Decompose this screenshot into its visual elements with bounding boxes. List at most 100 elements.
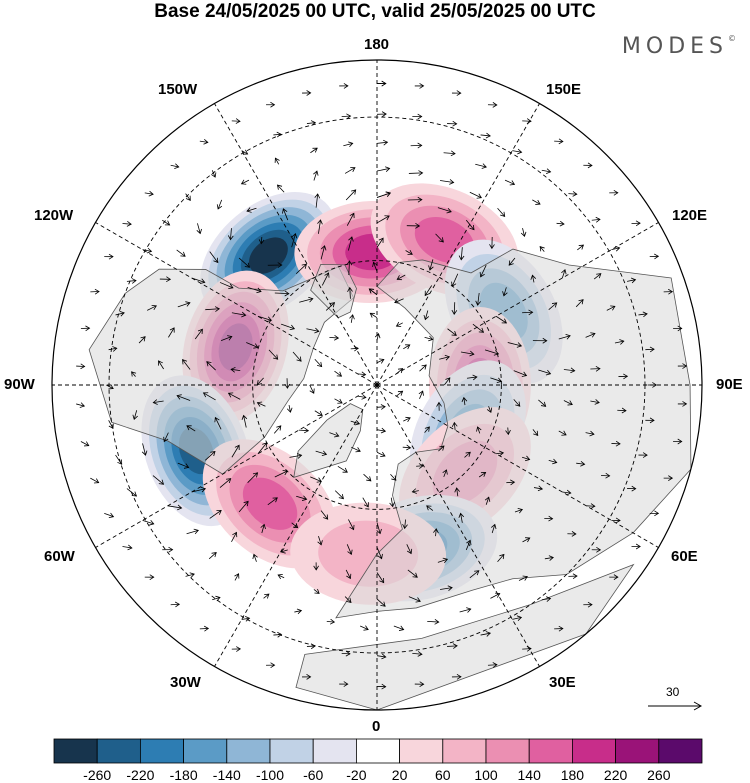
wind-arrow bbox=[257, 315, 273, 322]
wind-arrow bbox=[440, 585, 453, 591]
wind-arrow bbox=[205, 306, 220, 312]
wind-arrow bbox=[618, 373, 629, 380]
wind-arrow bbox=[346, 544, 353, 555]
wind-arrow bbox=[521, 455, 531, 462]
wind-arrow bbox=[427, 618, 440, 625]
wind-arrow bbox=[407, 569, 418, 578]
wind-arrow bbox=[663, 288, 674, 295]
wind-arrow bbox=[376, 80, 387, 87]
wind-arrow bbox=[475, 292, 481, 306]
wind-arrow bbox=[219, 282, 234, 289]
wind-arrow bbox=[512, 615, 523, 621]
wind-arrow bbox=[423, 310, 430, 321]
colorbar-tick-label: 140 bbox=[517, 767, 541, 783]
chart-title: Base 24/05/2025 00 UTC, valid 25/05/2025… bbox=[154, 1, 596, 22]
wind-arrow bbox=[348, 236, 354, 251]
wind-arrow bbox=[266, 662, 276, 669]
wind-arrow bbox=[631, 220, 641, 227]
wind-arrow bbox=[246, 207, 257, 213]
wind-arrow bbox=[122, 221, 132, 227]
label-30w: 30W bbox=[170, 674, 201, 691]
wind-arrow bbox=[341, 650, 351, 657]
wind-arrow bbox=[460, 350, 475, 357]
reference-vector-label: 30 bbox=[666, 685, 680, 699]
wind-arrow bbox=[162, 546, 174, 553]
wind-arrow bbox=[168, 327, 175, 338]
wind-arrow bbox=[609, 189, 619, 196]
wind-arrow bbox=[163, 432, 169, 443]
wind-arrow bbox=[465, 539, 472, 551]
wind-arrow bbox=[649, 253, 660, 260]
wind-arrow bbox=[394, 298, 404, 304]
parallel-60 bbox=[252, 260, 502, 510]
wind-arrow bbox=[280, 323, 296, 331]
wind-arrow bbox=[345, 189, 357, 201]
wind-arrow bbox=[395, 321, 403, 327]
label-90e: 90E bbox=[716, 376, 743, 393]
wind-arrow bbox=[390, 473, 397, 481]
label-150e: 150E bbox=[546, 81, 582, 98]
wind-arrow bbox=[314, 358, 323, 368]
wind-arrow bbox=[339, 83, 349, 89]
wind-arrow bbox=[586, 503, 596, 509]
colorbar-swatch bbox=[658, 738, 703, 764]
wind-arrow bbox=[638, 452, 648, 458]
wind-arrow bbox=[412, 113, 423, 120]
wind-arrow bbox=[162, 219, 171, 226]
wind-arrow bbox=[459, 607, 472, 613]
wind-arrow bbox=[396, 274, 406, 281]
wind-arrow bbox=[591, 546, 602, 553]
wind-arrow bbox=[554, 625, 564, 632]
wind-arrow bbox=[508, 257, 516, 266]
wind-arrow bbox=[131, 371, 137, 377]
wind-arrow bbox=[263, 593, 270, 599]
wind-arrow bbox=[645, 417, 655, 424]
wind-arrow bbox=[320, 245, 327, 260]
wind-arrow bbox=[320, 510, 329, 520]
colorbar-swatch bbox=[269, 738, 314, 764]
wind-arrow bbox=[405, 249, 413, 255]
wind-arrow bbox=[214, 416, 222, 430]
meridian-30 bbox=[376, 384, 556, 694]
wind-arrow bbox=[563, 400, 573, 406]
wind-arrow bbox=[220, 335, 233, 342]
wind-arrow bbox=[376, 653, 387, 660]
wind-arrow bbox=[627, 485, 637, 492]
wind-arrow bbox=[502, 287, 508, 297]
reference-arrow-icon bbox=[648, 701, 703, 711]
colorbar-swatch bbox=[572, 738, 617, 764]
meridian-300 bbox=[68, 384, 378, 564]
wind-arrow bbox=[90, 288, 100, 295]
wind-arrow bbox=[532, 337, 548, 344]
colorbar-swatch bbox=[355, 738, 400, 764]
wind-arrow bbox=[268, 349, 279, 360]
wind-arrow bbox=[626, 277, 637, 284]
wind-arrow bbox=[418, 390, 424, 399]
wind-arrow bbox=[393, 625, 405, 631]
wind-arrow bbox=[487, 102, 498, 108]
wind-arrow bbox=[108, 346, 118, 352]
wind-arrow bbox=[315, 450, 328, 457]
colorbar-swatch bbox=[183, 738, 228, 764]
wind-arrow bbox=[152, 475, 165, 485]
wind-arrow bbox=[541, 168, 552, 174]
wind-arrow bbox=[351, 446, 361, 453]
wind-arrow bbox=[408, 170, 424, 176]
meridian-210 bbox=[198, 76, 378, 386]
colorbar-tick-label: -260 bbox=[83, 767, 112, 783]
wind-arrow bbox=[649, 510, 660, 517]
meridian-330 bbox=[198, 384, 378, 694]
wind-arrow bbox=[590, 365, 601, 372]
wind-arrow bbox=[106, 384, 114, 390]
wind-arrow bbox=[344, 167, 356, 174]
label-0: 0 bbox=[372, 718, 381, 735]
wind-arrow bbox=[440, 179, 455, 185]
wind-arrow bbox=[538, 399, 547, 407]
wind-arrow bbox=[90, 477, 100, 484]
meridian-150 bbox=[376, 76, 556, 386]
wind-arrow bbox=[406, 223, 421, 229]
wind-arrow bbox=[419, 364, 427, 372]
wind-arrow bbox=[376, 358, 385, 364]
label-60w: 60W bbox=[44, 548, 75, 565]
land-north-america bbox=[88, 266, 355, 475]
